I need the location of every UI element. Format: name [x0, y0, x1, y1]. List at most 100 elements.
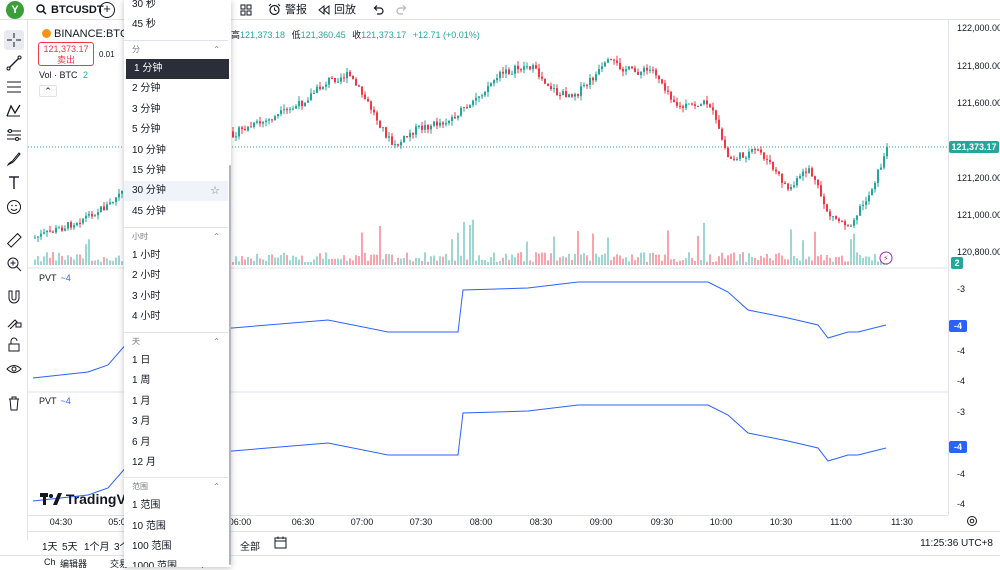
time-axis[interactable]: 04:30 05:0 06:00 06:30 07:00 07:30 08:00 08:30 0… — [28, 515, 948, 529]
pattern-tool[interactable] — [4, 101, 24, 121]
interval-2h[interactable]: 2 小时 — [132, 270, 161, 281]
brush-tool[interactable] — [4, 149, 24, 169]
interval-10r[interactable]: 10 范围 — [132, 521, 166, 532]
symbol-name: BTCUSDT — [51, 4, 104, 16]
interval-1mo[interactable]: 1 月 — [132, 396, 151, 407]
volume-bar — [385, 254, 387, 265]
interval-5m[interactable]: 5 分钟 — [132, 124, 161, 135]
symbol-legend[interactable]: BINANCE:BTCUS — [42, 28, 143, 40]
interval-1r[interactable]: 1 范围 — [132, 500, 161, 511]
trendline-tool[interactable] — [4, 53, 24, 73]
interval-1w[interactable]: 1 周 — [132, 375, 151, 386]
interval-45m[interactable]: 45 分钟 — [132, 206, 166, 217]
footer-tab[interactable]: 交易 — [110, 559, 129, 569]
interval-10m[interactable]: 10 分钟 — [132, 145, 166, 156]
section-range-header[interactable]: 范围 ⌃ — [124, 477, 228, 495]
volume-bar — [844, 261, 846, 265]
candle — [283, 109, 285, 111]
interval-3h[interactable]: 3 小时 — [132, 291, 161, 302]
symbol-title: BINANCE:BTCUS — [54, 28, 144, 40]
text-tool[interactable] — [4, 173, 24, 193]
time-label: 09:00 — [589, 517, 613, 527]
alert-button[interactable]: 警报 — [268, 2, 307, 18]
volume-legend[interactable]: Vol · BTC 2 — [39, 70, 88, 80]
forecast-tool[interactable] — [4, 125, 24, 145]
dropdown-scrollbar[interactable] — [229, 165, 231, 565]
interval-6mo[interactable]: 6 月 — [132, 437, 151, 448]
range-1d[interactable]: 1天 — [42, 542, 58, 553]
ruler-tool[interactable] — [4, 230, 24, 250]
interval-100r[interactable]: 100 范围 — [132, 541, 172, 552]
exchange-logo-icon — [42, 29, 51, 38]
fib-tool[interactable] — [4, 77, 24, 97]
emoji-tool[interactable] — [4, 197, 24, 217]
volume-tag: 2 — [951, 257, 963, 269]
visibility-tool[interactable] — [4, 359, 24, 379]
chevron-up-icon: ⌃ — [213, 45, 220, 54]
candle — [319, 86, 321, 90]
interval-1h[interactable]: 1 小时 — [132, 250, 161, 261]
volume-bar — [82, 258, 84, 265]
interval-2m[interactable]: 2 分钟 — [132, 83, 161, 94]
tradingview-logo[interactable]: TradingVi — [40, 491, 129, 507]
crosshair-tool[interactable] — [4, 30, 24, 50]
section-hours-header[interactable]: 小时 ⌃ — [124, 227, 228, 245]
collapse-legend-button[interactable]: ⌃ — [39, 85, 57, 97]
interval-1d[interactable]: 1 日 — [132, 355, 151, 366]
axis-settings-button[interactable] — [966, 515, 978, 530]
volume-bar — [76, 254, 78, 265]
lock-tool[interactable] — [4, 335, 24, 355]
candle — [325, 84, 327, 87]
interval-30s[interactable]: 30 秒 — [132, 0, 156, 10]
interval-dropdown[interactable]: 30 秒 45 秒 分 ⌃ 1 分钟 2 分钟 3 分钟 5 分钟 10 分钟 1… — [124, 0, 231, 567]
interval-1m[interactable]: 1 分钟 — [126, 59, 229, 79]
interval-15m[interactable]: 15 分钟 — [132, 165, 166, 176]
range-3m[interactable]: 3个 — [114, 542, 130, 553]
candle — [430, 125, 432, 130]
candle — [73, 225, 75, 228]
price-axis[interactable]: 122,000.00 121,800.00 121,600.00 121,200… — [948, 20, 1000, 515]
interval-12mo[interactable]: 12 月 — [132, 457, 156, 468]
interval-1000r[interactable]: 1000 范围 — [132, 561, 178, 567]
undo-button[interactable] — [372, 2, 388, 18]
range-1m[interactable]: 1个月 — [84, 542, 110, 553]
volume-bar — [736, 260, 738, 265]
candle — [523, 66, 525, 70]
section-minutes-header[interactable]: 分 ⌃ — [124, 40, 228, 58]
candle — [79, 222, 81, 224]
volume-bar — [775, 253, 777, 265]
range-all[interactable]: 全部 — [240, 542, 260, 553]
layout-button[interactable] — [240, 2, 256, 18]
interval-4h[interactable]: 4 小时 — [132, 311, 161, 322]
lock-drawing-tool[interactable] — [4, 311, 24, 331]
sell-price: 121,373.17 — [43, 44, 89, 54]
zoom-tool[interactable] — [4, 254, 24, 274]
clock[interactable]: 11:25:36 UTC+8 — [920, 538, 993, 549]
interval-3m[interactable]: 3 分钟 — [132, 104, 161, 115]
redo-button[interactable] — [396, 2, 412, 18]
star-icon[interactable]: ☆ — [210, 185, 220, 197]
section-days-header[interactable]: 天 ⌃ — [124, 332, 228, 350]
footer-tab[interactable]: Ch — [44, 557, 56, 567]
volume-bar — [79, 254, 81, 265]
compare-symbol-button[interactable]: + — [99, 2, 115, 18]
footer-tab[interactable]: 编辑器 — [60, 559, 88, 569]
range-5d[interactable]: 5天 — [62, 542, 78, 553]
candle — [880, 167, 882, 170]
interval-3mo[interactable]: 3 月 — [132, 416, 151, 427]
remove-tool[interactable] — [4, 393, 24, 413]
replay-button[interactable]: 回放 — [318, 2, 356, 18]
pvt-legend-2[interactable]: PVT ~4 — [39, 396, 71, 406]
sell-button[interactable]: 121,373.17 卖出 — [38, 42, 94, 66]
close-label: 收 — [352, 30, 362, 40]
candle — [487, 86, 489, 92]
interval-30m[interactable]: 30 分钟 ☆ — [124, 181, 228, 201]
candle — [529, 66, 531, 70]
goto-date-button[interactable] — [274, 536, 287, 552]
user-avatar[interactable]: Y — [6, 1, 24, 19]
section-label: 分 — [132, 45, 140, 54]
magnet-tool[interactable] — [4, 287, 24, 307]
interval-45s[interactable]: 45 秒 — [132, 19, 156, 30]
pvt-legend-1[interactable]: PVT ~4 — [39, 273, 71, 283]
symbol-search[interactable]: BTCUSDT — [36, 2, 104, 18]
